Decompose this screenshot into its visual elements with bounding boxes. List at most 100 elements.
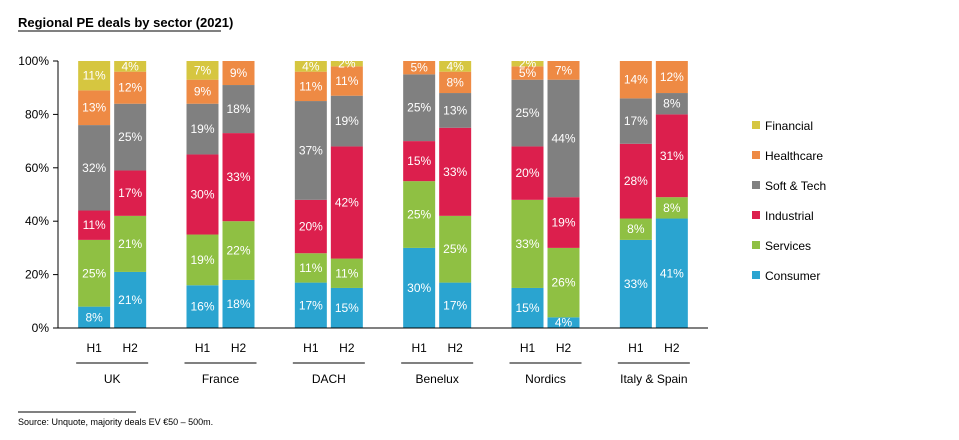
data-label: 8% <box>85 310 103 324</box>
data-label: 11% <box>335 266 358 280</box>
bar-label: H1 <box>520 341 536 355</box>
data-label: 12% <box>118 81 142 95</box>
bar-segment <box>294 61 327 72</box>
data-label: 30% <box>407 281 431 295</box>
data-label: 33% <box>226 170 250 184</box>
bar-label: H1 <box>86 341 102 355</box>
y-tick-label: 80% <box>25 107 49 121</box>
bar-segment <box>439 127 472 216</box>
bar-label: H2 <box>122 341 138 355</box>
bar-segment <box>186 79 219 104</box>
data-label: 32% <box>82 161 106 175</box>
bar-segment <box>330 146 363 259</box>
data-label: 4% <box>446 59 464 73</box>
bar-segment <box>511 287 544 328</box>
data-label: 25% <box>407 101 431 115</box>
bar-segment <box>222 61 255 86</box>
data-label: 2% <box>519 57 537 71</box>
legend-swatch <box>752 271 760 279</box>
bar-segment <box>547 79 580 198</box>
bar-segment <box>547 247 580 318</box>
bar-segment <box>294 282 327 328</box>
bar-segment <box>186 61 219 80</box>
bar-segment <box>547 197 580 248</box>
group-label: UK <box>104 372 121 386</box>
data-label: 4% <box>302 59 320 73</box>
bar-segment <box>114 215 147 272</box>
bar-segment <box>330 66 363 96</box>
bar-segment <box>114 61 147 72</box>
legend-label: Financial <box>765 119 813 133</box>
data-label: 42% <box>335 196 359 210</box>
data-label: 25% <box>515 106 539 120</box>
data-label: 25% <box>82 266 106 280</box>
bar-label: H1 <box>628 341 644 355</box>
bar-label: H1 <box>303 341 319 355</box>
bar-label: H2 <box>664 341 680 355</box>
bar-segment <box>655 93 688 115</box>
source-note: Source: Unquote, majority deals EV €50 –… <box>18 417 213 427</box>
bar-segment <box>619 61 652 99</box>
bar-segment <box>294 101 327 200</box>
bar-segment <box>439 93 472 128</box>
data-label: 11% <box>299 261 322 275</box>
bar-label: H2 <box>556 341 572 355</box>
data-label: 19% <box>190 122 214 136</box>
bar-segment <box>655 61 688 94</box>
data-label: 33% <box>515 237 539 251</box>
bar-segment <box>619 218 652 240</box>
bar-segment <box>222 85 255 134</box>
bar-segment <box>403 74 436 142</box>
data-label: 20% <box>299 220 323 234</box>
bar-segment <box>114 170 147 216</box>
y-axis: 0% 20% 40% 60% 80% 100% <box>18 54 59 335</box>
data-label: 9% <box>230 66 248 80</box>
group-label: Nordics <box>525 372 566 386</box>
bar-segment <box>403 141 436 182</box>
data-label: 7% <box>194 63 212 77</box>
legend-swatch <box>752 151 760 159</box>
bar-segment <box>222 279 255 328</box>
data-label: 33% <box>624 277 648 291</box>
bar-segment <box>78 90 111 126</box>
data-label: 15% <box>515 301 539 315</box>
bar-segment <box>655 197 688 219</box>
bar-segment <box>511 79 544 147</box>
data-label: 9% <box>194 85 212 99</box>
bar-label: H2 <box>447 341 463 355</box>
bar-segment <box>330 287 363 328</box>
y-tick-label: 100% <box>18 54 49 68</box>
bar-segment <box>619 143 652 219</box>
bar-segment <box>511 66 544 80</box>
bar-segment <box>403 61 436 75</box>
y-tick-label: 40% <box>25 214 49 228</box>
bar-segment <box>222 133 255 222</box>
bar-segment <box>439 61 472 72</box>
data-label: 13% <box>443 103 467 117</box>
bar-segment <box>619 98 652 144</box>
data-label: 22% <box>226 244 250 258</box>
bar-segment <box>439 282 472 328</box>
legend-swatch <box>752 181 760 189</box>
chart-title: Regional PE deals by sector (2021) <box>18 15 233 30</box>
legend-swatch <box>752 241 760 249</box>
bar-label: H1 <box>411 341 427 355</box>
bar-label: H2 <box>231 341 247 355</box>
data-label: 25% <box>407 208 431 222</box>
data-label: 31% <box>660 149 684 163</box>
data-label: 19% <box>551 216 575 230</box>
bar-segment <box>330 61 363 67</box>
legend-label: Services <box>765 239 811 253</box>
bar-segment <box>511 61 544 67</box>
bar-segment <box>78 239 111 307</box>
group-label: DACH <box>312 372 346 386</box>
data-label: 41% <box>660 266 684 280</box>
x-axis: H1 H2 UK H1 H2 France H1 H2 DACH H1 H2 Benelux H1 H2 N… <box>58 327 708 386</box>
data-label: 17% <box>624 114 648 128</box>
bar-segment <box>511 199 544 288</box>
y-tick-label: 0% <box>32 321 50 335</box>
bar-segment <box>78 306 111 328</box>
bar-segment <box>294 253 327 283</box>
bar-segment <box>619 239 652 328</box>
